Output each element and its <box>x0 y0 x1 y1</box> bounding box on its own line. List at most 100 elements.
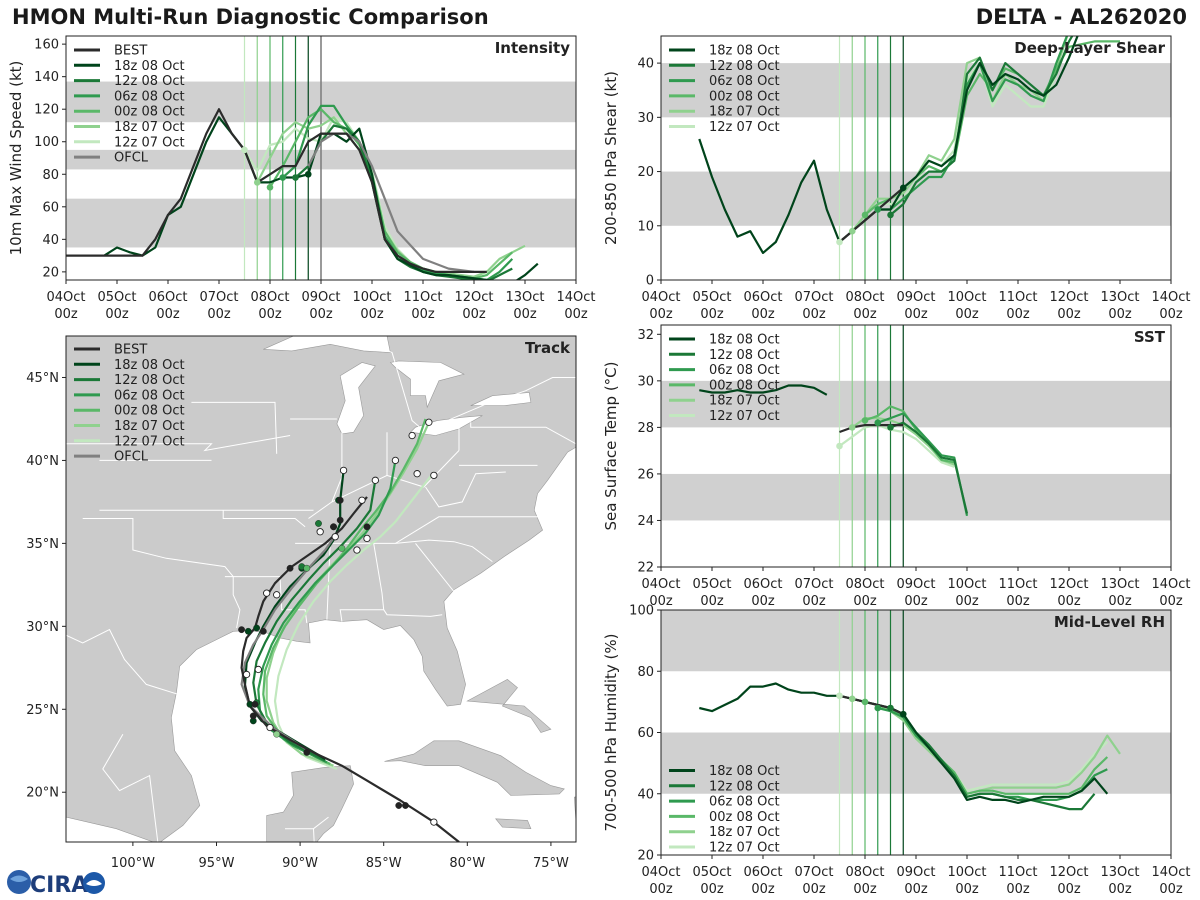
panel-title: SST <box>1134 328 1166 346</box>
track-open-point <box>263 589 271 597</box>
x-tick-hour: 00z <box>513 307 537 322</box>
run-init-point <box>304 170 312 178</box>
y-tick-label: 40 <box>42 233 59 248</box>
panel-track: 100°W 95°W 90°W 85°W 80°W 75°W 20°N 25°N 30°N 35°… <box>26 335 577 871</box>
x-tick-day: 14Oct <box>556 290 595 305</box>
x-tick-hour: 00z <box>751 307 775 322</box>
y-tick-label: 100 <box>629 604 654 619</box>
x-tick-day: 05Oct <box>692 865 731 880</box>
track-open-point <box>358 496 366 504</box>
shading-band <box>661 171 1171 226</box>
x-tick-day: 12Oct <box>1049 865 1088 880</box>
y-tick-label: 26 <box>637 467 654 482</box>
x-tick-day: 11Oct <box>998 290 1037 305</box>
run-line <box>890 421 969 514</box>
best-point <box>303 749 311 756</box>
legend-label: 12z 07 Oct <box>709 409 780 424</box>
land-yucatan <box>266 765 354 842</box>
y-tick-label: 20 <box>42 265 59 280</box>
x-tick-day: 10Oct <box>352 290 391 305</box>
run-line <box>852 697 1121 795</box>
x-tick-hour: 00z <box>1108 882 1132 897</box>
boundary-line <box>82 518 241 629</box>
y-tick-label: 20 <box>637 849 654 864</box>
y-tick-label: 100 <box>34 135 59 150</box>
legend-label: BEST <box>114 44 147 59</box>
y-tick-label: 40 <box>637 787 654 802</box>
track-open-point <box>408 431 416 440</box>
run-init-point <box>887 704 894 712</box>
lon-tick-label: 75°W <box>533 856 569 871</box>
y-tick-label: 120 <box>34 103 59 118</box>
legend-label: 06z 08 Oct <box>709 363 780 378</box>
track-open-point <box>331 533 339 541</box>
best-open-point <box>430 818 438 826</box>
boundary-line <box>415 543 455 592</box>
track-open-point <box>316 528 324 536</box>
x-tick-day: 05Oct <box>692 577 731 592</box>
shading-band <box>661 63 1171 118</box>
run-init-point <box>887 424 894 431</box>
lon-tick-label: 80°W <box>449 856 485 871</box>
boundary-line <box>351 336 576 432</box>
cira-logo: CIRA <box>4 866 108 898</box>
run-init-point <box>292 174 299 181</box>
x-tick-hour: 00z <box>1159 594 1183 609</box>
shading-band <box>661 610 1171 672</box>
lat-tick-label: 45°N <box>26 371 59 386</box>
x-tick-hour: 00z <box>955 882 979 897</box>
x-tick-day: 07Oct <box>794 865 833 880</box>
lon-tick-label: 100°W <box>111 856 155 871</box>
x-tick-day: 10Oct <box>947 577 986 592</box>
run-line <box>838 424 955 468</box>
run-line <box>699 384 828 396</box>
y-tick-label: 60 <box>637 726 654 741</box>
shading-band <box>661 473 1171 521</box>
run-init-point <box>253 179 261 186</box>
x-tick-day: 06Oct <box>743 290 782 305</box>
legend-label: 18z 07 Oct <box>114 120 185 135</box>
track-point <box>244 627 252 635</box>
y-tick-label: 32 <box>637 328 654 343</box>
lake-superior <box>263 336 391 353</box>
x-tick-day: 04Oct <box>46 290 85 305</box>
y-axis-label: 10m Max Wind Speed (kt) <box>7 61 25 256</box>
x-tick-day: 12Oct <box>454 290 493 305</box>
legend-label: 18z 07 Oct <box>114 419 185 434</box>
x-tick-hour: 00z <box>955 307 979 322</box>
x-tick-day: 11Oct <box>998 577 1037 592</box>
track-open-point <box>430 471 438 480</box>
x-tick-hour: 00z <box>853 594 877 609</box>
y-tick-label: 80 <box>42 168 59 183</box>
run-line <box>698 36 1079 254</box>
best-point <box>330 523 337 531</box>
run-init-point <box>874 704 882 712</box>
legend-label: 12z 07 Oct <box>114 434 185 449</box>
x-tick-hour: 00z <box>904 594 928 609</box>
track-point <box>315 520 322 527</box>
x-tick-day: 13Oct <box>1100 290 1139 305</box>
run-line <box>890 707 1096 811</box>
legend-label: 12z 08 Oct <box>709 348 780 363</box>
best-point <box>363 523 371 531</box>
y-tick-label: 40 <box>637 57 654 72</box>
legend-label: 12z 08 Oct <box>114 373 185 388</box>
land-hispaniola <box>573 796 576 823</box>
legend-label: 18z 07 Oct <box>709 394 780 409</box>
x-tick-hour: 00z <box>751 882 775 897</box>
run-init-point <box>899 710 907 718</box>
run-init-point <box>874 206 882 213</box>
boundary-line <box>470 422 576 445</box>
x-tick-hour: 00z <box>54 307 78 322</box>
x-tick-hour: 00z <box>1057 882 1081 897</box>
x-tick-hour: 00z <box>360 307 384 322</box>
track-open-point <box>371 476 379 484</box>
best-point <box>259 627 267 635</box>
x-tick-hour: 00z <box>564 307 588 322</box>
track-open-point <box>266 723 274 732</box>
run-init-point <box>861 417 869 424</box>
x-tick-hour: 00z <box>1159 307 1183 322</box>
best-point <box>402 802 409 809</box>
legend-label: 12z 07 Oct <box>709 841 780 856</box>
y-tick-label: 0 <box>646 274 654 289</box>
